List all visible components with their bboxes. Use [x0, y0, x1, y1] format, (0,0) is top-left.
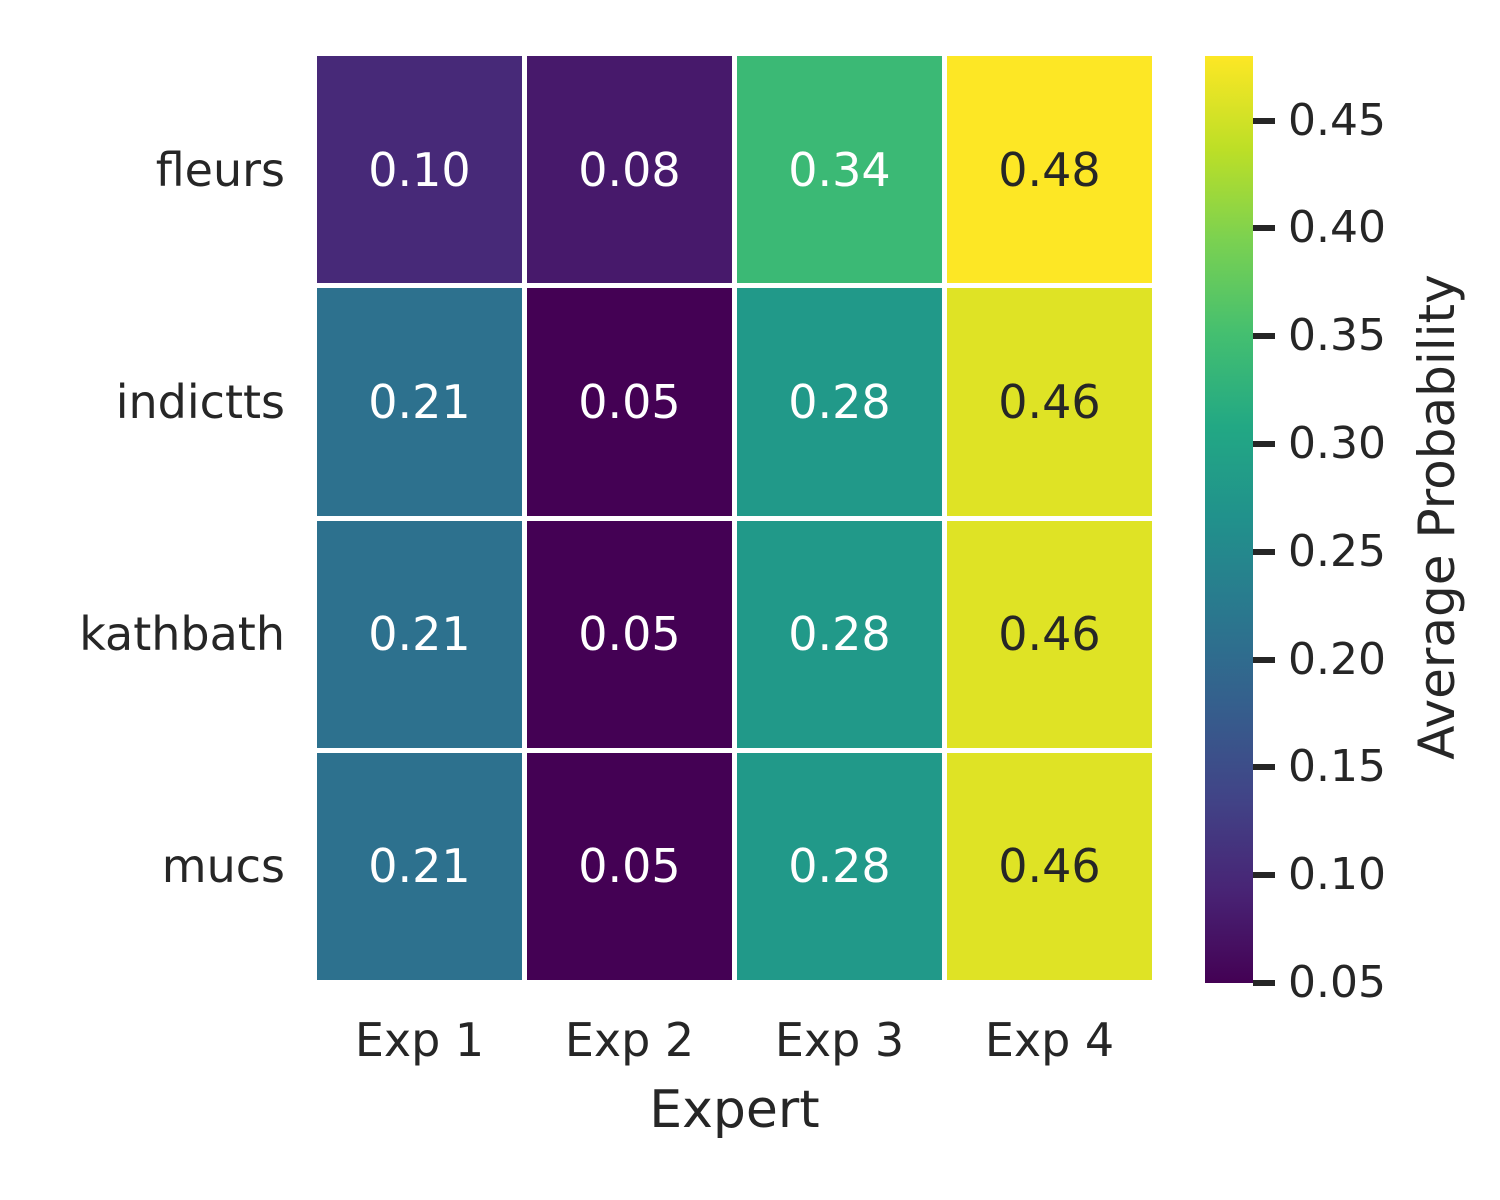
- colorbar-tick-mark: [1253, 441, 1275, 448]
- cell-value: 0.46: [998, 607, 1101, 662]
- cell-value: 0.10: [368, 142, 471, 197]
- heatmap-cell: 0.28: [737, 288, 942, 516]
- colorbar-tick-mark: [1253, 872, 1275, 879]
- colorbar-tick-label: 0.25: [1288, 525, 1386, 577]
- colorbar-tick-label: 0.20: [1288, 633, 1386, 685]
- heatmap-cell: 0.05: [527, 752, 732, 980]
- colorbar: [1205, 56, 1253, 983]
- cell-value: 0.28: [788, 607, 891, 662]
- heatmap-cell: 0.28: [737, 520, 942, 748]
- col-label: Exp 3: [774, 1013, 905, 1067]
- heatmap-cell: 0.05: [527, 520, 732, 748]
- cell-value: 0.28: [788, 374, 891, 429]
- heatmap-cell: 0.46: [947, 520, 1152, 748]
- colorbar-tick-mark: [1253, 117, 1275, 124]
- heatmap-cell: 0.46: [947, 752, 1152, 980]
- x-axis-title: Expert: [649, 1080, 820, 1140]
- cell-value: 0.46: [998, 374, 1101, 429]
- cell-value: 0.28: [788, 839, 891, 894]
- cell-value: 0.34: [788, 142, 891, 197]
- colorbar-tick-mark: [1253, 333, 1275, 340]
- colorbar-tick-mark: [1253, 764, 1275, 771]
- cell-value: 0.21: [368, 607, 471, 662]
- row-label: fleurs: [155, 142, 285, 197]
- heatmap-cell: 0.21: [317, 288, 522, 516]
- colorbar-tick-mark: [1253, 656, 1275, 663]
- cell-value: 0.21: [368, 374, 471, 429]
- colorbar-tick-label: 0.30: [1288, 418, 1386, 470]
- colorbar-title-text: Average Probability: [1408, 274, 1466, 760]
- cell-value: 0.21: [368, 839, 471, 894]
- row-label: indictts: [115, 374, 285, 429]
- colorbar-tick-mark: [1253, 225, 1275, 232]
- cell-value: 0.05: [578, 374, 681, 429]
- colorbar-tick-label: 0.05: [1288, 957, 1386, 1008]
- cell-value: 0.48: [998, 142, 1101, 197]
- col-label: Exp 1: [354, 1013, 485, 1067]
- cell-value: 0.08: [578, 142, 681, 197]
- heatmap-cell: 0.34: [737, 56, 942, 284]
- colorbar-tick-label: 0.15: [1288, 741, 1386, 793]
- heatmap-grid: 0.10 0.08 0.34 0.48 0.21 0.05 0.28 0.46 0.21 0.05…: [317, 56, 1152, 980]
- heatmap-cell: 0.48: [947, 56, 1152, 284]
- colorbar-tick-mark: [1253, 980, 1275, 986]
- row-label: mucs: [161, 839, 285, 894]
- cell-value: 0.05: [578, 607, 681, 662]
- colorbar-tick-label: 0.10: [1288, 849, 1386, 901]
- colorbar-tick-label: 0.35: [1288, 310, 1386, 362]
- heatmap-cell: 0.08: [527, 56, 732, 284]
- cell-value: 0.05: [578, 839, 681, 894]
- heatmap-cell: 0.46: [947, 288, 1152, 516]
- heatmap-cell: 0.21: [317, 520, 522, 748]
- heatmap-cell: 0.28: [737, 752, 942, 980]
- colorbar-tick-label: 0.45: [1288, 94, 1386, 146]
- col-label: Exp 4: [984, 1013, 1115, 1067]
- heatmap-cell: 0.21: [317, 752, 522, 980]
- heatmap-cell: 0.10: [317, 56, 522, 284]
- col-label: Exp 2: [564, 1013, 695, 1067]
- row-label: kathbath: [79, 607, 285, 662]
- heatmap-cell: 0.05: [527, 288, 732, 516]
- cell-value: 0.46: [998, 839, 1101, 894]
- colorbar-tick-mark: [1253, 548, 1275, 555]
- colorbar-tick-label: 0.40: [1288, 202, 1386, 254]
